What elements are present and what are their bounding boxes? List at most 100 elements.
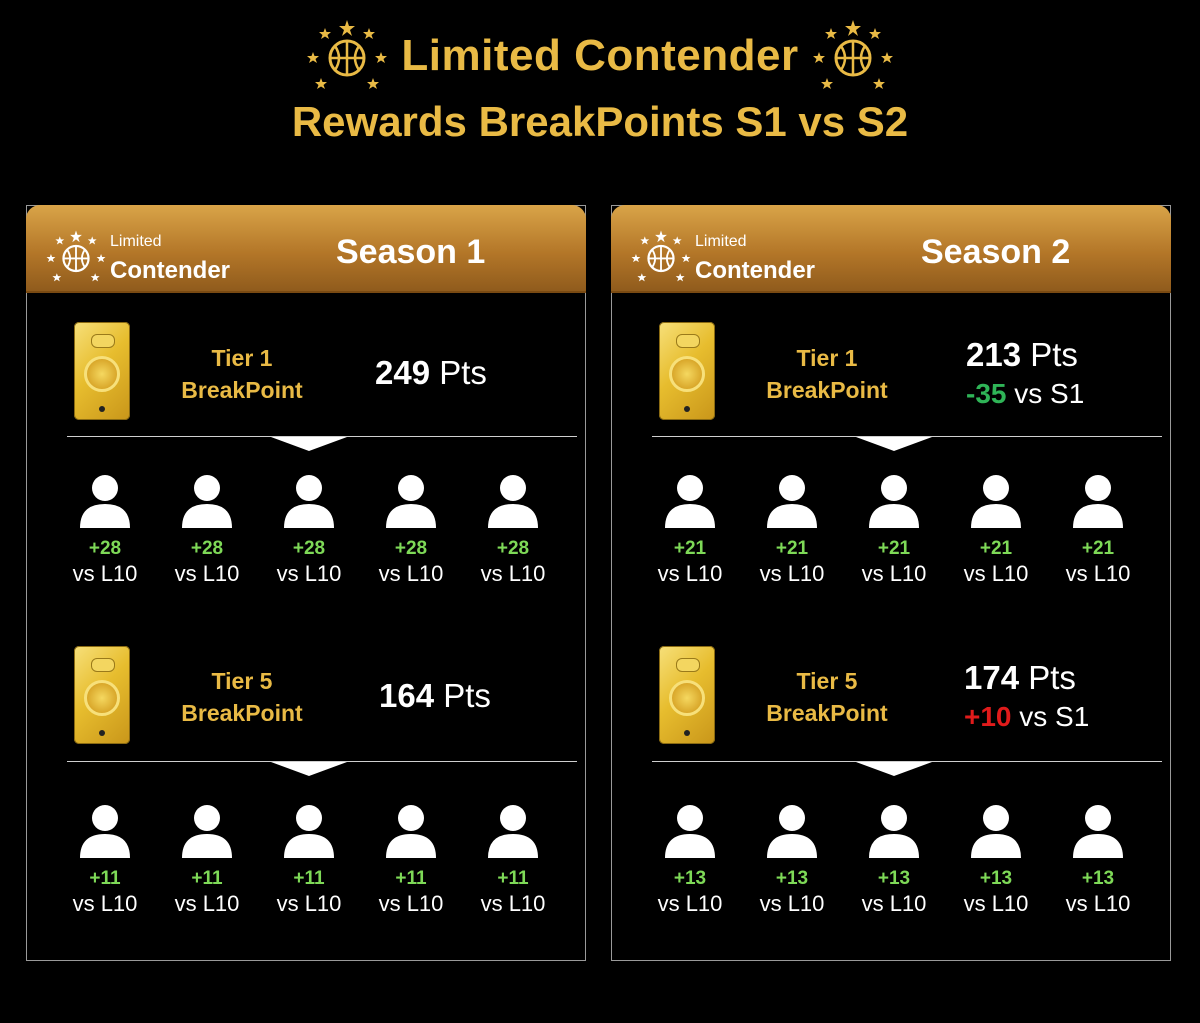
player-item: +28 vs L10 [55, 474, 155, 588]
tier-name: Tier 5 [796, 668, 858, 694]
player-vs: vs L10 [174, 891, 240, 916]
user-silhouette-icon [867, 804, 921, 858]
tier-name: Tier 5 [211, 668, 273, 694]
player-gain: +21 [673, 538, 707, 559]
player-gain: +13 [979, 868, 1013, 889]
player-item: +21 vs L10 [742, 474, 842, 588]
player-gain: +28 [394, 538, 428, 559]
page-subtitle: Rewards BreakPoints S1 vs S2 [291, 98, 909, 145]
player-vs: vs L10 [1065, 561, 1131, 586]
delta-value: -35 [966, 378, 1007, 409]
tier-points: 213 Pts [966, 336, 1078, 374]
player-vs: vs L10 [378, 891, 444, 916]
player-vs: vs L10 [72, 561, 138, 586]
player-row: +11 vs L10 +11 vs L10 +11 vs L10 +11 vs L10 … [67, 804, 577, 934]
player-gain: +11 [191, 868, 223, 889]
divider-notch [856, 762, 932, 776]
player-item: +21 vs L10 [640, 474, 740, 588]
gold-card-icon [659, 646, 715, 744]
player-gain: +28 [496, 538, 530, 559]
tier-points: 249 Pts [375, 354, 487, 392]
points-unit: Pts [439, 354, 487, 391]
player-gain: +21 [979, 538, 1013, 559]
player-gain: +28 [190, 538, 224, 559]
player-vs: vs L10 [276, 891, 342, 916]
player-gain: +13 [877, 868, 911, 889]
player-vs: vs L10 [378, 561, 444, 586]
divider [67, 436, 577, 437]
divider-notch [271, 762, 347, 776]
user-silhouette-icon [663, 804, 717, 858]
player-item: +21 vs L10 [946, 474, 1046, 588]
player-item: +28 vs L10 [157, 474, 257, 588]
user-silhouette-icon [867, 474, 921, 528]
user-silhouette-icon [486, 474, 540, 528]
user-silhouette-icon [969, 804, 1023, 858]
user-silhouette-icon [765, 804, 819, 858]
basketball-stars-icon [307, 18, 387, 94]
user-silhouette-icon [384, 474, 438, 528]
divider-notch [271, 437, 347, 451]
points-value: 249 [375, 354, 431, 391]
delta-vs-s1: +10 vs S1 [964, 701, 1089, 733]
brand-big-text: Contender [695, 257, 815, 284]
player-vs: vs L10 [963, 891, 1029, 916]
basketball-stars-icon [631, 229, 691, 285]
player-item: +11 vs L10 [55, 804, 155, 918]
player-item: +21 vs L10 [1048, 474, 1148, 588]
tier-label: Tier 5 BreakPoint [727, 665, 927, 729]
user-silhouette-icon [78, 804, 132, 858]
user-silhouette-icon [282, 474, 336, 528]
user-silhouette-icon [78, 474, 132, 528]
brand-small-text: Limited [695, 233, 747, 250]
user-silhouette-icon [180, 474, 234, 528]
divider [652, 761, 1162, 762]
brand-small-text: Limited [110, 233, 162, 250]
user-silhouette-icon [282, 804, 336, 858]
player-vs: vs L10 [72, 891, 138, 916]
season-2-panel: Limited Contender Season 2 Tier 1 BreakP… [611, 205, 1171, 961]
player-gain: +13 [673, 868, 707, 889]
player-vs: vs L10 [174, 561, 240, 586]
user-silhouette-icon [384, 804, 438, 858]
player-vs: vs L10 [861, 891, 927, 916]
player-gain: +11 [395, 868, 427, 889]
player-gain: +21 [775, 538, 809, 559]
player-item: +28 vs L10 [259, 474, 359, 588]
player-gain: +28 [88, 538, 122, 559]
player-vs: vs L10 [480, 561, 546, 586]
player-gain: +13 [775, 868, 809, 889]
player-item: +28 vs L10 [463, 474, 563, 588]
points-value: 164 [379, 677, 435, 714]
tier-breakpoint: BreakPoint [181, 700, 303, 726]
player-vs: vs L10 [480, 891, 546, 916]
player-item: +11 vs L10 [157, 804, 257, 918]
tier-points: 174 Pts [964, 659, 1076, 697]
player-vs: vs L10 [276, 561, 342, 586]
player-vs: vs L10 [861, 561, 927, 586]
player-gain: +11 [497, 868, 529, 889]
player-row: +28 vs L10 +28 vs L10 +28 vs L10 +28 vs L10 … [67, 474, 577, 604]
points-value: 174 [964, 659, 1020, 696]
player-vs: vs L10 [759, 561, 825, 586]
points-unit: Pts [1028, 659, 1076, 696]
gold-card-icon [74, 646, 130, 744]
points-unit: Pts [1030, 336, 1078, 373]
basketball-stars-icon [813, 18, 893, 94]
player-item: +13 vs L10 [742, 804, 842, 918]
player-item: +28 vs L10 [361, 474, 461, 588]
tier-name: Tier 1 [211, 345, 273, 371]
tier-label: Tier 1 BreakPoint [142, 342, 342, 406]
player-item: +11 vs L10 [259, 804, 359, 918]
player-item: +11 vs L10 [361, 804, 461, 918]
delta-value: +10 [964, 701, 1012, 732]
divider-notch [856, 437, 932, 451]
player-gain: +11 [89, 868, 121, 889]
player-row: +21 vs L10 +21 vs L10 +21 vs L10 +21 vs L10 … [652, 474, 1162, 604]
delta-suffix: vs S1 [1019, 701, 1090, 732]
delta-vs-s1: -35 vs S1 [966, 378, 1084, 410]
player-gain: +13 [1081, 868, 1115, 889]
player-row: +13 vs L10 +13 vs L10 +13 vs L10 +13 vs L10 … [652, 804, 1162, 934]
tier-breakpoint: BreakPoint [766, 700, 888, 726]
tier-name: Tier 1 [796, 345, 858, 371]
